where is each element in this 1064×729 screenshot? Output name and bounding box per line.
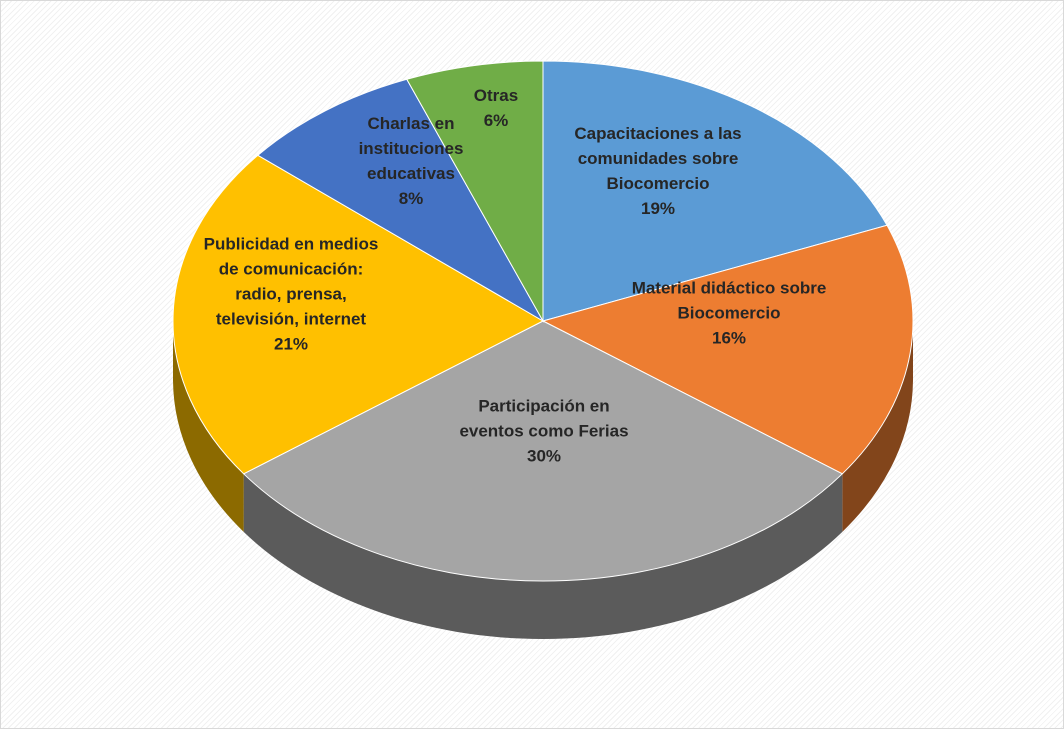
- category-label: Charlas en instituciones educativas: [358, 114, 464, 183]
- pie-slice-side: [243, 473, 843, 639]
- data-label: Participación en eventos como Ferias 30%: [454, 394, 634, 469]
- pie-slice: [172, 154, 545, 475]
- pie-slice: [541, 224, 914, 475]
- data-label: Publicidad en medios de comunicación: ra…: [199, 232, 384, 357]
- pie-slice: [406, 60, 544, 323]
- pie-slice-side: [173, 321, 244, 532]
- value-label: 21%: [273, 334, 309, 354]
- category-label: Material didáctico sobre Biocomercio: [631, 278, 827, 323]
- value-label: 8%: [398, 189, 424, 208]
- pie-slice: [242, 320, 844, 582]
- category-label: Participación en eventos como Ferias: [459, 396, 629, 441]
- data-label: Charlas en instituciones educativas 8%: [349, 111, 474, 211]
- data-label: Capacitaciones a las comunidades sobre B…: [563, 121, 753, 221]
- value-label: 30%: [526, 446, 562, 466]
- data-label: Material didáctico sobre Biocomercio 16%: [629, 276, 829, 351]
- value-label: 19%: [640, 199, 676, 218]
- value-label: 16%: [711, 328, 747, 348]
- category-label: Capacitaciones a las comunidades sobre B…: [574, 124, 742, 193]
- data-label: Otras 6%: [466, 83, 526, 133]
- pie-slice: [542, 60, 888, 322]
- category-label: Otras: [473, 86, 519, 105]
- pie-slice-side: [842, 321, 913, 532]
- category-label: Publicidad en medios de comunicación: ra…: [203, 234, 379, 329]
- value-label: 6%: [483, 111, 509, 130]
- pie-slice: [257, 78, 545, 323]
